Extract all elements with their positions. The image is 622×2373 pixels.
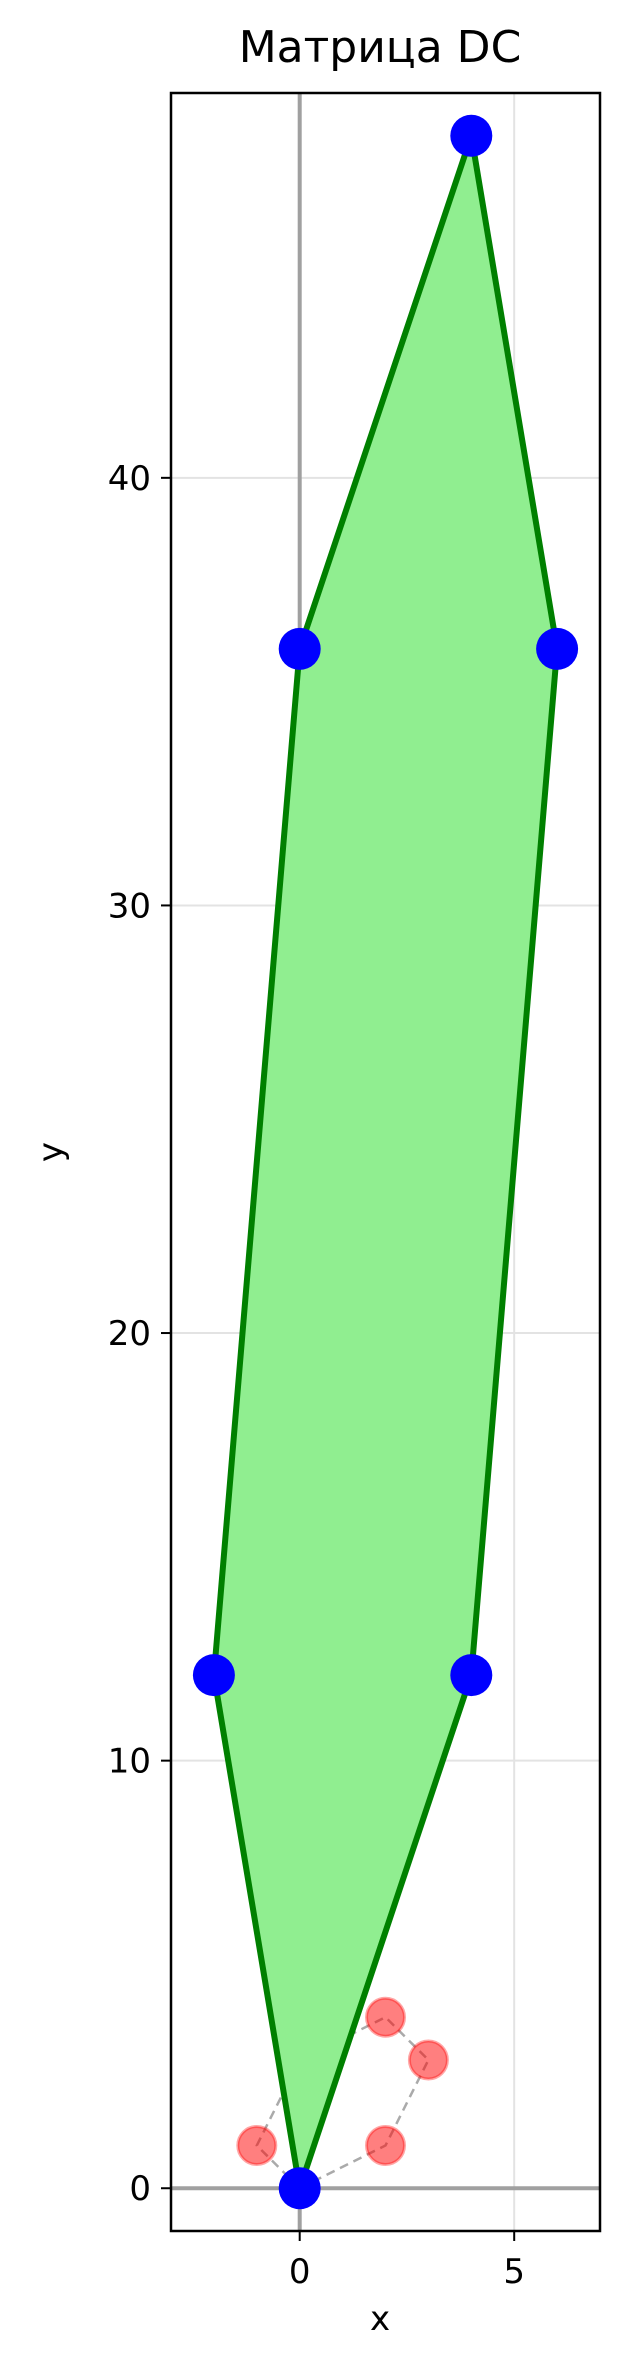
transformed-point: [192, 1654, 235, 1697]
x-tick-label: 0: [289, 2252, 311, 2292]
y-tick-label: 0: [129, 2169, 151, 2209]
original-point: [407, 2039, 449, 2081]
transformed-point: [278, 2167, 321, 2210]
transformed-point: [278, 627, 321, 670]
transformed-point: [536, 627, 579, 670]
y-tick-label: 30: [108, 886, 151, 926]
y-axis-ticks: 0 10 20 30 40: [108, 459, 171, 2209]
y-tick-label: 20: [108, 1314, 151, 1354]
x-tick-label: 5: [503, 2252, 525, 2292]
y-tick-label: 40: [108, 459, 151, 499]
x-axis-label: x: [370, 2299, 390, 2339]
original-point: [365, 2124, 406, 2166]
plot-frame: [169, 91, 602, 2233]
transformed-point: [450, 1654, 493, 1697]
transformed-polygon: [210, 134, 561, 2190]
y-tick-label: 10: [108, 1742, 151, 1782]
original-point: [365, 1996, 406, 2038]
chart-title: Матрица DC: [239, 22, 522, 73]
transformed-shape: [192, 114, 579, 2210]
transformed-point: [450, 114, 493, 157]
y-axis-label: y: [31, 1142, 71, 1162]
original-point: [236, 2124, 278, 2166]
